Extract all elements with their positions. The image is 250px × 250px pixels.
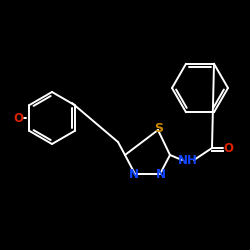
Text: O: O (223, 142, 233, 154)
Text: S: S (154, 122, 164, 136)
Text: N: N (156, 168, 166, 181)
Text: O: O (13, 112, 23, 124)
Text: NH: NH (178, 154, 198, 166)
Text: N: N (129, 168, 139, 181)
